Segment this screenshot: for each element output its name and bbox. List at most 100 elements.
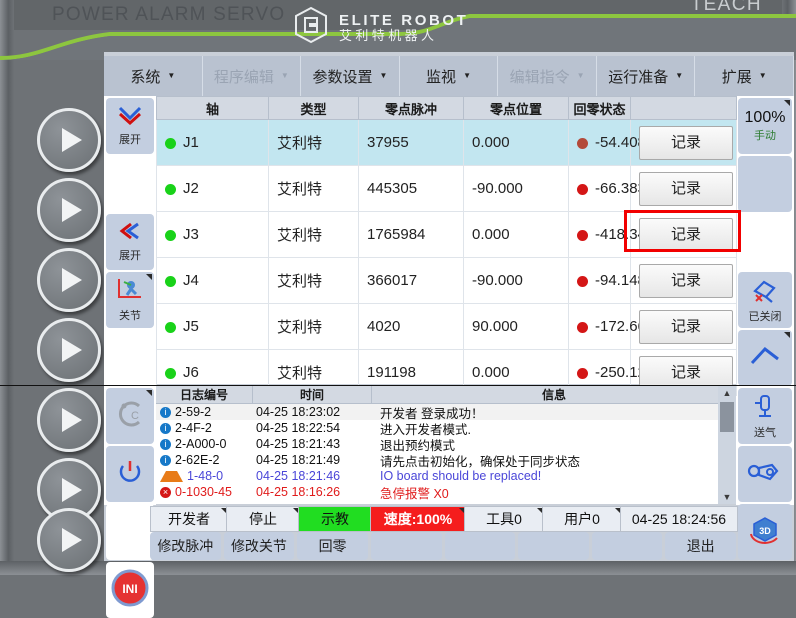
log-time-cell: 04-25 18:21:49 xyxy=(256,453,341,467)
table-row[interactable]: J4 艾利特 366017 -90.000 -94.148 记录 xyxy=(156,257,737,304)
record-button[interactable]: 记录 xyxy=(639,355,733,390)
right-tool-air-supply[interactable]: 送气 xyxy=(738,388,792,444)
menu-label: 参数设置 xyxy=(312,68,373,86)
scroll-up-arrow-icon[interactable]: ▲ xyxy=(722,388,732,398)
status-state[interactable]: 停止 xyxy=(226,506,300,532)
col-zero-pulse: 零点脉冲 xyxy=(358,96,464,120)
scroll-down-arrow-icon[interactable]: ▼ xyxy=(722,492,732,502)
hardware-arrow-button-2[interactable] xyxy=(37,178,101,242)
screen-scan-line xyxy=(0,385,796,386)
right-tool-gripper[interactable]: 已关闭 xyxy=(738,272,792,328)
right-tool-column: 100% 手动 已关闭 送气 xyxy=(736,96,794,560)
cell-axis: J3 xyxy=(156,211,269,258)
right-tool-vision[interactable] xyxy=(738,446,792,502)
status-mode[interactable]: 示教 xyxy=(298,506,372,532)
left-tool-power[interactable] xyxy=(106,446,154,502)
log-message-cell: 退出预约模式 xyxy=(380,438,456,453)
bezel-left-edge xyxy=(0,0,14,575)
status-tool[interactable]: 工具0 xyxy=(464,506,544,532)
log-time-cell: 04-25 18:22:54 xyxy=(256,421,341,435)
log-time-cell: 04-25 18:23:02 xyxy=(256,405,341,419)
cell-pulse: 366017 xyxy=(358,257,464,304)
menu-item-monitor[interactable]: 监视 ▼ xyxy=(400,56,499,96)
cell-record: 记录 xyxy=(630,165,737,212)
zero-point-table: 轴 类型 零点脉冲 零点位置 回零状态 J1 艾利特 37955 0.000 -… xyxy=(156,96,741,396)
air-supply-label: 送气 xyxy=(754,426,776,439)
button-empty-4[interactable] xyxy=(591,532,663,560)
chevron-double-left-icon xyxy=(117,221,143,246)
status-user[interactable]: 开发者 xyxy=(150,506,228,532)
axis-status-dot xyxy=(165,229,176,241)
chevron-double-down-icon xyxy=(117,105,143,130)
log-row[interactable]: 1-48-0 04-25 18:21:46 IO board should be… xyxy=(156,468,736,484)
hardware-arrow-button-1[interactable] xyxy=(37,108,101,172)
corner-marker-icon xyxy=(784,100,790,106)
robot-joint-icon xyxy=(115,277,145,306)
info-icon: i xyxy=(160,454,171,466)
left-tool-expand-down[interactable]: 展开 xyxy=(106,98,154,154)
record-button[interactable]: 记录 xyxy=(639,125,733,160)
log-row[interactable]: i 2-62E-2 04-25 18:21:49 请先点击初始化，确保处于同步状态 xyxy=(156,452,736,469)
record-button[interactable]: 记录 xyxy=(639,263,733,298)
hardware-arrow-button-3[interactable] xyxy=(37,248,101,312)
log-id-cell: 1-48-0 xyxy=(156,469,256,483)
button-modify-pulse[interactable]: 修改脉冲 xyxy=(150,532,221,560)
record-button[interactable]: 记录 xyxy=(639,217,733,252)
table-row[interactable]: J3 艾利特 1765984 0.000 -418.349 记录 xyxy=(156,210,741,258)
right-tool-blank-1[interactable] xyxy=(738,156,792,212)
status-bar: 开发者 停止 示教 速度:100% 工具0 用户0 04-25 18:24:56 xyxy=(150,506,738,532)
cell-pulse: 445305 xyxy=(358,165,464,212)
corner-marker-icon xyxy=(615,508,620,513)
hardware-arrow-button-5[interactable] xyxy=(37,388,101,452)
corner-marker-icon xyxy=(459,508,464,513)
menu-item-extension[interactable]: 扩展 ▼ xyxy=(695,56,795,96)
cell-record: 记录 xyxy=(630,303,737,350)
log-row[interactable]: i 2-A000-0 04-25 18:21:43 退出预约模式 xyxy=(156,436,736,453)
cell-axis: J4 xyxy=(156,257,269,304)
button-home[interactable]: 回零 xyxy=(297,532,368,560)
power-alarm-servo-label: POWER ALARM SERVO xyxy=(52,4,286,25)
cell-record: 记录 xyxy=(624,210,741,258)
menu-item-system[interactable]: 系统 ▼ xyxy=(104,56,203,96)
function-button-bar: 修改脉冲 修改关节 回零 退出 xyxy=(150,532,736,560)
right-tool-3d-view[interactable]: 3D xyxy=(738,504,792,560)
log-id-cell: i 2-59-2 xyxy=(156,405,256,419)
log-row[interactable]: i 2-59-2 04-25 18:23:02 开发者 登录成功！ xyxy=(156,404,736,421)
button-modify-joint[interactable]: 修改关节 xyxy=(223,532,295,560)
cell-zero-pos: 0.000 xyxy=(463,211,569,258)
axis-status-dot xyxy=(165,367,176,379)
table-row[interactable]: J2 艾利特 445305 -90.000 -66.383 记录 xyxy=(156,165,737,212)
hardware-arrow-button-7[interactable] xyxy=(37,508,101,572)
menu-label: 监视 xyxy=(426,68,457,86)
log-scrollbar[interactable]: ▲ ▼ xyxy=(718,386,736,504)
button-exit[interactable]: 退出 xyxy=(665,532,736,560)
menu-item-run-prepare[interactable]: 运行准备 ▼ xyxy=(597,56,696,96)
menu-item-parameter-settings[interactable]: 参数设置 ▼ xyxy=(301,56,400,96)
log-col-id: 日志编号 xyxy=(156,386,253,403)
home-status-dot xyxy=(577,229,588,241)
cell-pulse: 1765984 xyxy=(358,211,464,258)
table-row[interactable]: J1 艾利特 37955 0.000 -54.408 记录 xyxy=(156,119,737,166)
menu-item-edit-command[interactable]: 编辑指令 ▼ xyxy=(498,56,597,96)
left-tool-coordinate[interactable]: C xyxy=(106,388,154,444)
right-tool-speed-manual[interactable]: 100% 手动 xyxy=(738,98,792,154)
record-button[interactable]: 记录 xyxy=(639,309,733,344)
status-coord[interactable]: 用户0 xyxy=(542,506,622,532)
log-row[interactable]: × 0-1030-45 04-25 18:16:26 急停报警 X0 xyxy=(156,484,736,501)
left-tool-expand-left[interactable]: 展开 xyxy=(106,214,154,270)
menu-item-program-edit[interactable]: 程序编辑 ▼ xyxy=(203,56,302,96)
right-tool-tool[interactable] xyxy=(738,330,792,386)
log-row[interactable]: i 2-4F-2 04-25 18:22:54 进入开发者模式. xyxy=(156,420,736,437)
play-arrow-icon xyxy=(61,478,82,502)
scrollbar-thumb[interactable] xyxy=(720,402,734,432)
svg-text:3D: 3D xyxy=(759,526,771,536)
left-tool-ini[interactable]: INI xyxy=(106,562,154,618)
table-row[interactable]: J5 艾利特 4020 90.000 -172.664 记录 xyxy=(156,303,737,350)
button-empty-1[interactable] xyxy=(370,532,442,560)
record-button[interactable]: 记录 xyxy=(639,171,733,206)
left-tool-joint[interactable]: 关节 xyxy=(106,272,154,328)
button-empty-3[interactable] xyxy=(518,532,589,560)
hardware-arrow-button-4[interactable] xyxy=(37,318,101,382)
status-speed[interactable]: 速度:100% xyxy=(370,506,466,532)
button-empty-2[interactable] xyxy=(444,532,516,560)
